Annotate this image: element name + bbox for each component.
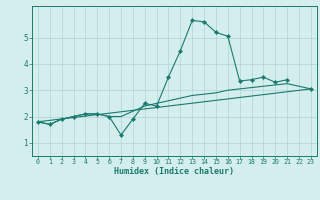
X-axis label: Humidex (Indice chaleur): Humidex (Indice chaleur): [115, 167, 234, 176]
